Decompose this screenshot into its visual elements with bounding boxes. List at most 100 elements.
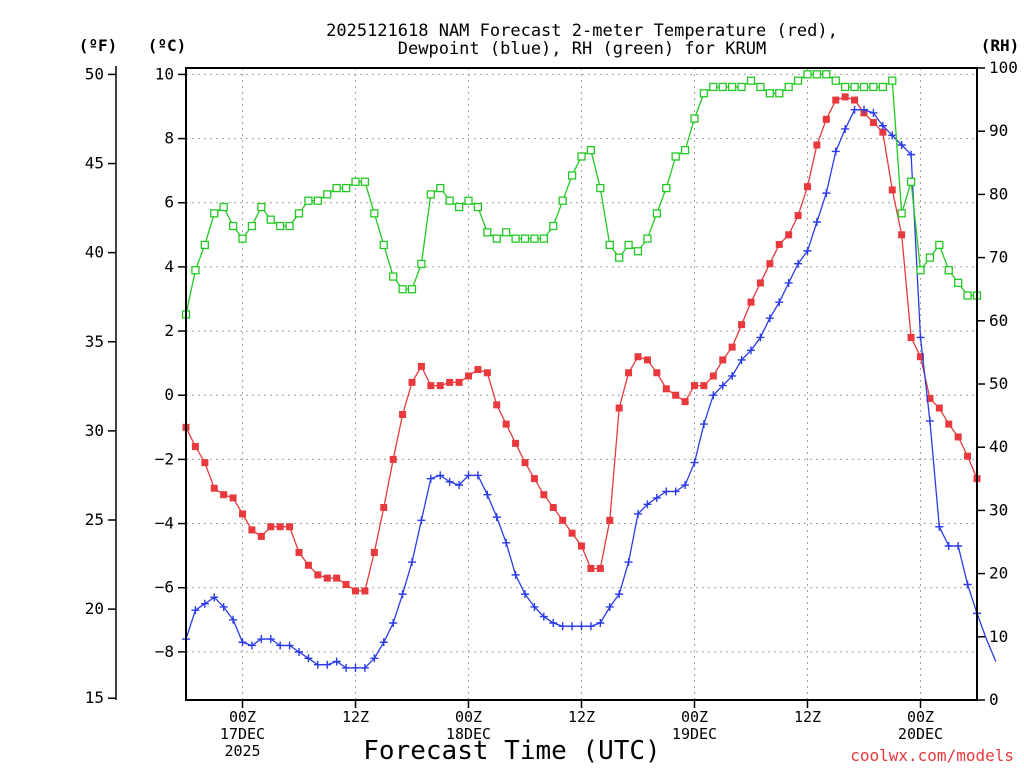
data-series <box>181 70 997 672</box>
rh-axis: 0 10 20 30 40 50 60 70 80 90 100 <box>977 58 1018 709</box>
temperature-point <box>295 548 303 556</box>
dewpoint-point <box>445 477 454 486</box>
temperature-point <box>869 119 877 127</box>
rh-point <box>841 82 850 92</box>
fahrenheit-tick-label: 40 <box>85 243 104 262</box>
temperature-point <box>399 410 407 418</box>
rh-point <box>473 202 483 212</box>
dewpoint-point <box>671 487 680 496</box>
temperature-point <box>832 96 840 104</box>
rh-point <box>605 240 614 250</box>
temperature-point <box>389 455 397 463</box>
rh-tick-label: 0 <box>989 690 999 709</box>
dewpoint-point <box>756 333 765 342</box>
dewpoint-point <box>521 590 529 599</box>
temperature-point <box>804 183 811 191</box>
rh-point <box>765 89 774 98</box>
dewpoint-point <box>935 522 944 531</box>
fahrenheit-tick-label: 35 <box>85 332 104 351</box>
chart-title-line-1: 2025121618 NAM Forecast 2-meter Temperat… <box>326 21 838 41</box>
dewpoint-point <box>944 542 953 551</box>
rh-point <box>737 82 746 92</box>
dewpoint-point <box>455 481 464 490</box>
rh-point <box>530 234 539 243</box>
rh-point <box>822 70 831 79</box>
dewpoint-point <box>596 619 605 628</box>
dewpoint-point <box>869 108 878 117</box>
celsius-tick-label: 10 <box>155 64 174 83</box>
dewpoint-point <box>860 105 868 114</box>
dewpoint-point <box>210 593 219 602</box>
temperature-point <box>257 532 265 540</box>
rh-point <box>360 177 370 186</box>
grid-lines <box>186 68 977 700</box>
rh-point <box>709 82 718 92</box>
temperature-point <box>625 369 633 377</box>
dewpoint-point <box>436 471 445 480</box>
temperature-point <box>191 443 199 451</box>
temperature-point <box>691 382 698 390</box>
rh-point <box>633 247 643 256</box>
temperature-point <box>672 391 680 399</box>
dewpoint-point <box>389 619 398 628</box>
fahrenheit-tick-label: 25 <box>85 510 104 529</box>
dewpoint-point <box>747 346 755 355</box>
rh-point <box>511 234 520 243</box>
temperature-point <box>596 564 604 572</box>
rh-point <box>398 285 407 294</box>
dewpoint-point <box>502 538 511 547</box>
rh-unit-label: (RH) <box>981 36 1020 55</box>
rh-point <box>285 221 294 231</box>
dewpoint-point <box>888 131 897 140</box>
dewpoint-point <box>539 612 548 621</box>
rh-point <box>699 89 709 98</box>
rh-point <box>219 202 228 212</box>
temperature-point <box>578 542 585 550</box>
time-tick-label: 12Z <box>342 708 369 726</box>
dewpoint-point <box>332 657 341 666</box>
celsius-unit-label: (ºC) <box>148 36 187 55</box>
rh-point <box>718 82 727 92</box>
temperature-point <box>455 378 463 386</box>
dewpoint-point <box>417 516 426 525</box>
temperature-point <box>662 385 670 393</box>
rh-point <box>812 70 822 79</box>
dewpoint-point <box>878 121 887 130</box>
rh-tick-label: 30 <box>989 500 1008 519</box>
rh-point <box>567 171 577 180</box>
rh-point <box>596 183 605 193</box>
rh-tick-label: 100 <box>989 58 1018 77</box>
dewpoint-point <box>238 638 247 647</box>
rh-point <box>276 221 285 231</box>
celsius-tick-label: −8 <box>155 642 174 661</box>
rh-point <box>662 183 671 193</box>
fahrenheit-tick-label: 15 <box>85 688 104 707</box>
dewpoint-point <box>370 654 379 663</box>
dewpoint-point <box>549 619 558 628</box>
dewpoint-point <box>530 602 539 611</box>
temperature-point <box>370 548 378 556</box>
fahrenheit-unit-label: (ºF) <box>79 36 118 55</box>
rh-tick-label: 40 <box>989 437 1008 456</box>
temperature-point <box>210 484 218 492</box>
celsius-tick-label: −2 <box>155 449 174 468</box>
temperature-point <box>239 510 246 518</box>
dewpoint-point <box>643 500 652 509</box>
chart-title-line-2: Dewpoint (blue), RH (green) for KRUM <box>398 39 766 59</box>
temperature-point <box>408 378 416 386</box>
temperature-point <box>361 587 369 595</box>
dewpoint-point <box>511 570 520 579</box>
rh-point <box>238 234 247 243</box>
temperature-point <box>540 491 548 499</box>
rh-point <box>426 190 435 199</box>
temperature-point <box>615 404 623 412</box>
dewpoint-point <box>841 124 850 133</box>
rh-point <box>389 272 398 281</box>
dewpoint-point <box>963 580 972 589</box>
temperature-point <box>521 459 529 467</box>
temperature-point <box>465 372 472 380</box>
temperature-point <box>709 372 717 380</box>
dewpoint-point <box>483 490 492 499</box>
dewpoint-point <box>408 558 416 567</box>
